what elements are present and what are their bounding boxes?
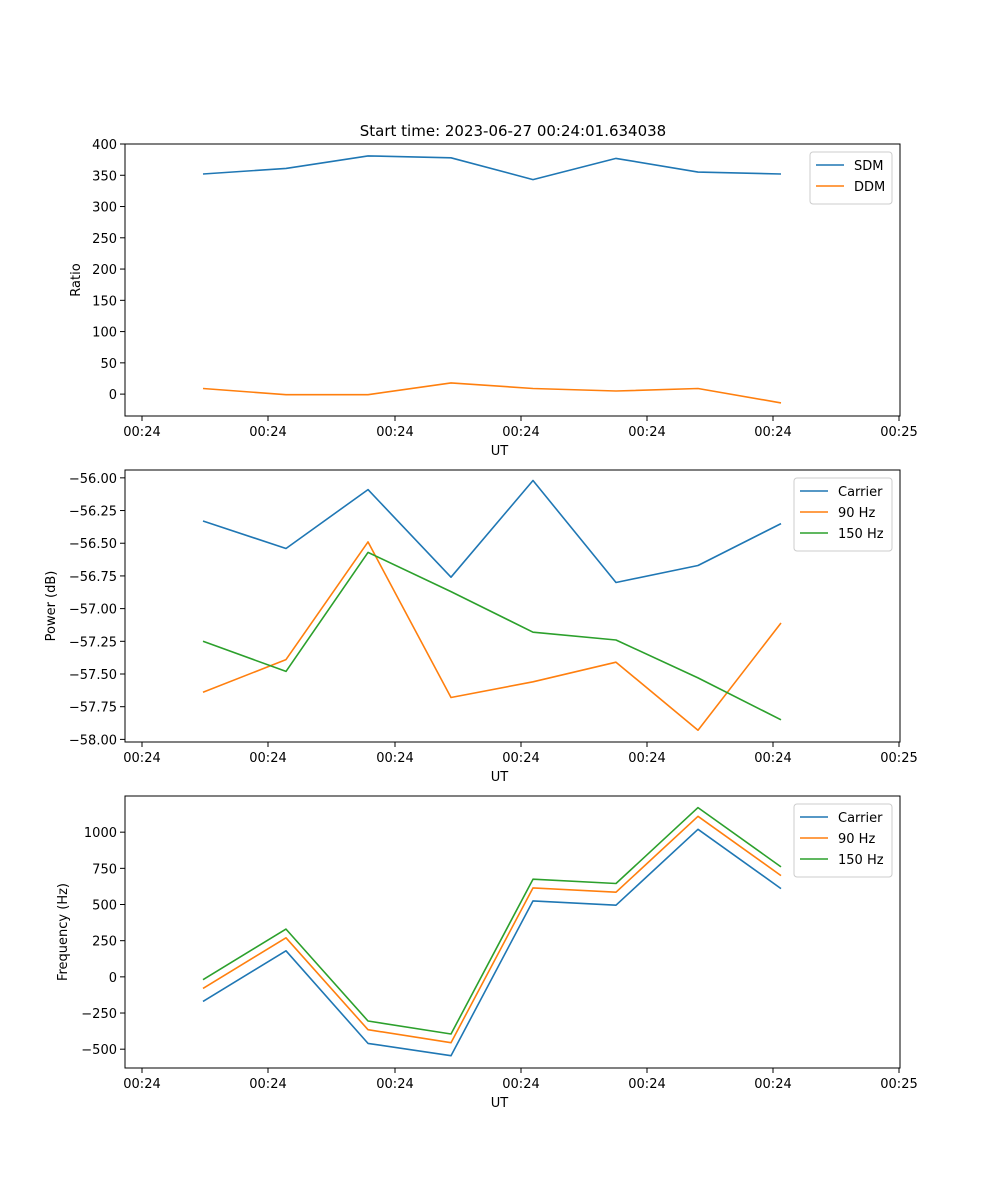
panel-2: 00:24 00:24 00:24 00:24 00:24 00:24 00:25 UT −58… bbox=[44, 469, 918, 785]
chart-title: Start time: 2023-06-27 00:24:01.634038 bbox=[360, 122, 666, 140]
y-axis-label: Frequency (Hz) bbox=[56, 883, 71, 981]
x-tick-label: 00:24 bbox=[376, 751, 413, 766]
y-tick-label: 0 bbox=[109, 388, 117, 403]
legend-entry: SDM bbox=[854, 159, 883, 174]
y-tick-label: −56.50 bbox=[69, 537, 117, 552]
axes-frame bbox=[124, 143, 901, 417]
x-axis-label: UT bbox=[491, 444, 509, 459]
legend-entry: DDM bbox=[854, 180, 885, 195]
x-tick-label: 00:24 bbox=[123, 425, 160, 440]
x-tick-label: 00:24 bbox=[628, 751, 665, 766]
x-tick-label: 00:24 bbox=[502, 751, 539, 766]
axes-frame bbox=[124, 795, 901, 1069]
x-tick-label: 00:24 bbox=[754, 425, 791, 440]
x-tick-label: 00:24 bbox=[123, 751, 160, 766]
y-tick-label: 750 bbox=[92, 862, 117, 877]
y-tick-label: −56.00 bbox=[69, 472, 117, 487]
y-tick-label: 100 bbox=[92, 326, 117, 341]
x-tick-label: 00:24 bbox=[628, 1077, 665, 1092]
x-tick-label: 00:24 bbox=[376, 425, 413, 440]
x-tick-label: 00:25 bbox=[880, 751, 917, 766]
legend-entry: 150 Hz bbox=[838, 853, 884, 868]
series-line-sdm bbox=[202, 155, 782, 181]
series-line-carrier bbox=[202, 479, 782, 584]
y-tick-label: 300 bbox=[92, 201, 117, 216]
x-tick-label: 00:24 bbox=[249, 425, 286, 440]
panels: 00:24 00:24 00:24 00:24 00:24 00:24 00:25 UT 0 50… bbox=[44, 138, 918, 1111]
x-tick-label: 00:24 bbox=[502, 1077, 539, 1092]
y-tick-label: −57.00 bbox=[69, 603, 117, 618]
legend: Carrier 90 Hz 150 Hz bbox=[793, 477, 893, 552]
y-tick-label: 500 bbox=[92, 899, 117, 914]
legend-entry: 90 Hz bbox=[838, 506, 875, 521]
series-line-150-hz bbox=[202, 806, 782, 1035]
x-tick-label: 00:24 bbox=[249, 1077, 286, 1092]
series-line-150-hz bbox=[202, 551, 782, 721]
panel-3: 00:24 00:24 00:24 00:24 00:24 00:24 00:25 UT −50… bbox=[56, 795, 918, 1111]
legend-entry: 90 Hz bbox=[838, 832, 875, 847]
series-line-ddm bbox=[202, 382, 782, 404]
y-tick-label: 150 bbox=[92, 294, 117, 309]
y-tick-label: 0 bbox=[109, 971, 117, 986]
legend-entry: 150 Hz bbox=[838, 527, 884, 542]
series-line-90-hz bbox=[202, 541, 782, 732]
y-axis-label: Ratio bbox=[69, 263, 84, 296]
axes-frame bbox=[124, 469, 901, 743]
y-tick-label: 1000 bbox=[84, 826, 117, 841]
y-tick-label: −56.75 bbox=[69, 570, 117, 585]
y-tick-label: −56.25 bbox=[69, 505, 117, 520]
panel-1: 00:24 00:24 00:24 00:24 00:24 00:24 00:25 UT 0 50… bbox=[69, 138, 918, 459]
legend: Carrier 90 Hz 150 Hz bbox=[793, 803, 893, 878]
y-tick-label: −57.25 bbox=[69, 635, 117, 650]
legend: SDM DDM bbox=[809, 151, 893, 205]
y-tick-label: −57.75 bbox=[69, 701, 117, 716]
x-tick-label: 00:24 bbox=[754, 1077, 791, 1092]
x-tick-label: 00:24 bbox=[376, 1077, 413, 1092]
y-tick-label: −58.00 bbox=[69, 733, 117, 748]
y-tick-label: −57.50 bbox=[69, 668, 117, 683]
x-tick-label: 00:24 bbox=[123, 1077, 160, 1092]
x-axis-label: UT bbox=[491, 770, 509, 785]
x-axis-label: UT bbox=[491, 1096, 509, 1111]
y-tick-label: 50 bbox=[100, 357, 117, 372]
y-tick-label: −500 bbox=[81, 1043, 117, 1058]
legend-entry: Carrier bbox=[838, 811, 883, 826]
x-tick-label: 00:24 bbox=[628, 425, 665, 440]
y-tick-label: −250 bbox=[81, 1007, 117, 1022]
y-axis-label: Power (dB) bbox=[44, 571, 59, 642]
y-tick-label: 250 bbox=[92, 232, 117, 247]
x-tick-label: 00:24 bbox=[249, 751, 286, 766]
y-tick-label: 350 bbox=[92, 169, 117, 184]
x-tick-label: 00:24 bbox=[502, 425, 539, 440]
y-tick-label: 200 bbox=[92, 263, 117, 278]
x-tick-label: 00:25 bbox=[880, 1077, 917, 1092]
series-line-carrier bbox=[202, 828, 782, 1057]
legend-entry: Carrier bbox=[838, 485, 883, 500]
series-line-90-hz bbox=[202, 815, 782, 1044]
y-tick-label: 400 bbox=[92, 138, 117, 153]
y-tick-label: 250 bbox=[92, 935, 117, 950]
x-tick-label: 00:25 bbox=[880, 425, 917, 440]
x-tick-label: 00:24 bbox=[754, 751, 791, 766]
